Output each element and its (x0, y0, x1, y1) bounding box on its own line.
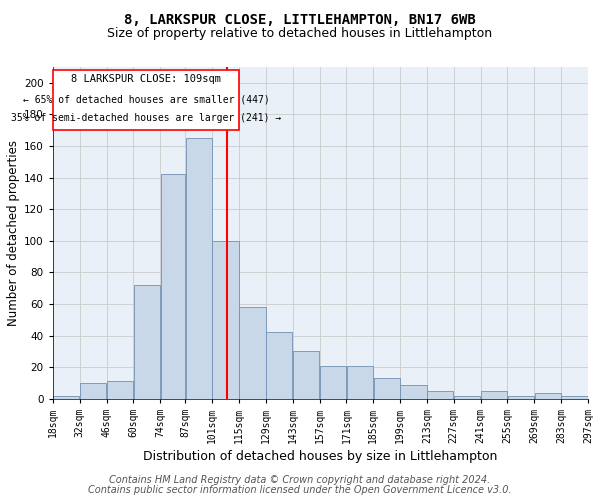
Bar (53, 70, 239, 130)
Bar (427, 391, 454, 399)
Bar (212, 241, 239, 399)
Bar (320, 366, 346, 399)
Bar (53, 396, 79, 399)
Bar (400, 384, 427, 399)
Bar (374, 378, 400, 399)
Bar (535, 392, 561, 399)
Text: 8, LARKSPUR CLOSE, LITTLEHAMPTON, BN17 6WB: 8, LARKSPUR CLOSE, LITTLEHAMPTON, BN17 6… (124, 12, 476, 26)
X-axis label: Distribution of detached houses by size in Littlehampton: Distribution of detached houses by size … (143, 450, 497, 463)
Text: Size of property relative to detached houses in Littlehampton: Size of property relative to detached ho… (107, 28, 493, 40)
Bar (185, 138, 212, 399)
Bar (293, 352, 319, 399)
Bar (347, 366, 373, 399)
Bar (107, 382, 133, 399)
Text: Contains public sector information licensed under the Open Government Licence v3: Contains public sector information licen… (88, 485, 512, 495)
Bar (266, 332, 292, 399)
Text: 8 LARKSPUR CLOSE: 109sqm: 8 LARKSPUR CLOSE: 109sqm (71, 74, 221, 84)
Bar (454, 396, 481, 399)
Y-axis label: Number of detached properties: Number of detached properties (7, 140, 20, 326)
Bar (134, 285, 160, 399)
Text: Contains HM Land Registry data © Crown copyright and database right 2024.: Contains HM Land Registry data © Crown c… (109, 475, 491, 485)
Text: ← 65% of detached houses are smaller (447): ← 65% of detached houses are smaller (44… (23, 94, 269, 104)
Bar (161, 174, 185, 399)
Text: 35% of semi-detached houses are larger (241) →: 35% of semi-detached houses are larger (… (11, 113, 281, 123)
Bar (80, 383, 106, 399)
Bar (481, 391, 507, 399)
Bar (239, 307, 266, 399)
Bar (508, 396, 534, 399)
Bar (562, 396, 588, 399)
